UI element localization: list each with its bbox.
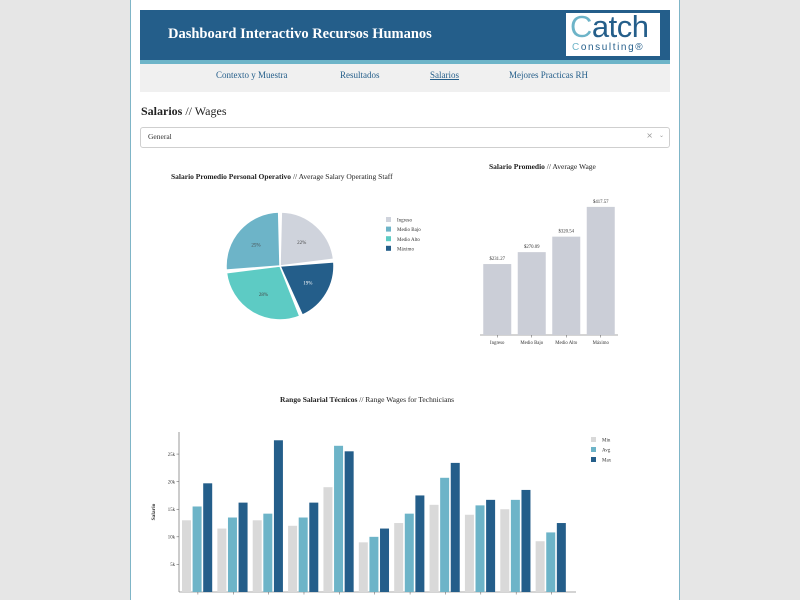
range-bar-min-2 (252, 520, 262, 592)
nav-tab-salarios[interactable]: Salarios (430, 70, 459, 80)
range-bar-avg-8 (475, 505, 485, 592)
wage-bar-0 (483, 264, 512, 335)
clear-icon[interactable]: × (646, 131, 653, 140)
range-wages-chart: 5k 10k 15k 20k 25k Salario Min Avg Max (151, 432, 612, 595)
range-bar-avg-10 (546, 532, 556, 592)
range-bar-min-10 (535, 541, 545, 592)
pie-label-2: 28% (259, 293, 268, 298)
wage-value-label-2: $320.54 (558, 230, 574, 235)
dropdown-value: General (148, 132, 172, 141)
wage-value-label-1: $270.09 (524, 245, 540, 250)
range-bar-avg-2 (263, 513, 273, 592)
range-bar-avg-6 (404, 513, 414, 592)
range-bar-max-9 (521, 489, 531, 592)
pie-legend-label-3: Máximo (397, 247, 414, 252)
nav-tab-mejores-practicas[interactable]: Mejores Practicas RH (509, 70, 588, 80)
pie-slice-3 (278, 261, 335, 317)
pie-label-0: 22% (297, 241, 306, 246)
average-wage-chart: $231.27 Ingreso $270.09 Medio Bajo $320.54 Me… (480, 200, 618, 346)
range-bar-max-8 (486, 499, 496, 592)
range-legend-swatch-1 (591, 447, 596, 452)
pie-chart: 22% 19% 28% 25% Ingreso Medio Bajo Medio Alto M… (225, 211, 421, 321)
range-legend-label-1: Avg (602, 449, 611, 454)
range-bar-avg-1 (227, 517, 237, 592)
range-bar-max-2 (273, 440, 283, 592)
range-bar-max-1 (238, 502, 248, 592)
range-y-tick-label-4: 25k (168, 453, 176, 458)
logo-subtitle: Consulting® (572, 42, 645, 53)
wage-value-label-3: $417.57 (593, 200, 609, 205)
nav-tab-contexto[interactable]: Contexto y Muestra (216, 70, 288, 80)
range-y-axis-label: Salario (151, 503, 157, 520)
pie-slice-2 (225, 265, 301, 321)
wage-category-label-0: Ingreso (490, 341, 505, 346)
logo-wordmark: Catch (570, 9, 649, 44)
pie-label-3: 19% (303, 282, 312, 287)
range-bar-max-5 (380, 528, 390, 592)
pie-legend-swatch-0 (386, 217, 391, 222)
range-legend-label-2: Max (602, 459, 612, 464)
wage-bar-1 (517, 252, 546, 335)
wage-bar-2 (552, 236, 581, 335)
pie-legend-swatch-2 (386, 236, 391, 242)
pie-slice-1 (225, 211, 281, 271)
range-bar-min-4 (323, 487, 333, 592)
pie-legend-swatch-3 (386, 245, 391, 251)
filter-dropdown[interactable]: General × ⌄ (140, 127, 670, 148)
page: Dashboard Interactivo Recursos Humanos C… (130, 0, 680, 600)
pie-legend-label-0: Ingreso (397, 219, 412, 224)
pie-chart-title: Salario Promedio Personal Operativo // A… (171, 172, 393, 181)
range-bar-min-3 (288, 525, 298, 592)
pie-legend-swatch-1 (386, 226, 391, 232)
wage-category-label-2: Medio Alto (555, 341, 578, 346)
page-title: Dashboard Interactivo Recursos Humanos (168, 26, 432, 42)
range-bar-max-4 (344, 451, 354, 592)
range-bar-min-1 (217, 528, 227, 592)
section-title: Salarios // Wages (141, 104, 227, 118)
wage-value-label-0: $231.27 (489, 257, 505, 262)
range-bar-avg-0 (192, 506, 202, 592)
range-bar-max-0 (203, 483, 213, 592)
range-y-tick-label-2: 15k (168, 508, 176, 513)
range-bar-min-0 (182, 520, 191, 592)
range-bar-max-3 (309, 502, 319, 592)
range-bar-min-7 (429, 504, 439, 592)
range-y-tick-label-3: 20k (168, 480, 176, 485)
range-y-tick-label-0: 5k (170, 563, 175, 568)
nav-bar: Contexto y Muestra Resultados Salarios M… (140, 64, 670, 92)
range-bar-min-9 (500, 509, 510, 592)
pie-slice-0 (279, 211, 335, 267)
catch-consulting-logo: Catch Consulting® (566, 9, 660, 56)
pie-legend-label-2: Medio Alto (397, 238, 420, 243)
header-accent-stripe (140, 60, 670, 64)
pie-legend-label-1: Medio Bajo (397, 228, 421, 233)
range-bar-avg-5 (369, 536, 379, 592)
range-legend-label-0: Min (602, 439, 611, 444)
range-legend-swatch-2 (591, 457, 596, 462)
range-bar-avg-4 (334, 445, 344, 592)
range-bar-min-5 (358, 542, 368, 592)
range-bar-min-8 (464, 514, 474, 592)
range-bar-avg-3 (298, 517, 308, 592)
range-bar-avg-7 (440, 477, 450, 592)
range-bar-max-7 (450, 462, 460, 592)
wage-bar-3 (586, 206, 615, 335)
wage-category-label-3: Máximo (593, 341, 610, 346)
range-bar-max-10 (556, 523, 566, 592)
header-bar: Dashboard Interactivo Recursos Humanos C… (140, 9, 670, 60)
range-legend-swatch-0 (591, 437, 596, 442)
range-bar-min-6 (394, 523, 404, 592)
wage-chart-title: Salario Promedio // Average Wage (489, 162, 596, 171)
chevron-down-icon[interactable]: ⌄ (658, 132, 664, 139)
pie-label-1: 25% (251, 243, 260, 248)
range-bar-avg-9 (510, 499, 520, 592)
nav-tab-resultados[interactable]: Resultados (340, 70, 380, 80)
range-y-tick-label-1: 10k (168, 536, 176, 541)
wage-category-label-1: Medio Bajo (520, 341, 543, 346)
range-chart-title: Rango Salarial Técnicos // Range Wages f… (280, 395, 455, 404)
range-bar-max-6 (415, 495, 425, 592)
